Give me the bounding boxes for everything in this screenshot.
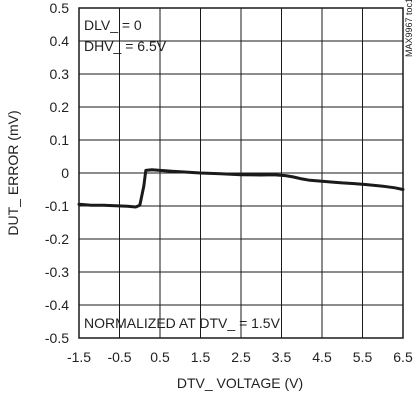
y-tick-label: -0.4: [45, 297, 69, 313]
x-axis-title: DTV_ VOLTAGE (V): [177, 375, 303, 391]
tick-labels: -1.5 -0.5 0.5 1.5 2.5 3.5 4.5 5.5 6.5 0.5 0.4 0.3 0.…: [45, 0, 413, 365]
annotation-normalized: NORMALIZED AT DTV_ = 1.5V: [84, 315, 281, 331]
x-tick-label: -1.5: [67, 349, 91, 365]
conditions-annotation: DLV_ = 0 DHV_ = 6.5V: [84, 17, 167, 54]
grid: [79, 8, 403, 338]
y-tick-label: -0.5: [45, 330, 69, 346]
x-tick-label: 0.5: [150, 349, 170, 365]
y-tick-label: 0.2: [50, 99, 70, 115]
y-tick-label: 0.1: [50, 132, 70, 148]
x-tick-label: 4.5: [312, 349, 332, 365]
x-tick-label: 3.5: [272, 349, 292, 365]
y-tick-label: -0.3: [45, 264, 69, 280]
annotation-dhv: DHV_ = 6.5V: [84, 38, 167, 54]
y-tick-label: 0.5: [50, 0, 70, 16]
x-tick-label: -0.5: [107, 349, 131, 365]
part-code-label: MAX9967 toc15: [404, 0, 414, 57]
y-tick-label: -0.2: [45, 231, 69, 247]
y-tick-label: -0.1: [45, 198, 69, 214]
y-tick-label: 0.4: [50, 33, 70, 49]
y-tick-label: 0.3: [50, 66, 70, 82]
plot-frame: [78, 7, 404, 339]
annotation-dlv: DLV_ = 0: [84, 17, 142, 33]
y-axis-title: DUT_ ERROR (mV): [5, 110, 21, 235]
x-tick-label: 6.5: [393, 349, 413, 365]
y-tick-label: 0: [61, 165, 69, 181]
x-tick-label: 5.5: [353, 349, 373, 365]
series-line: [77, 168, 405, 209]
x-tick-label: 1.5: [191, 349, 211, 365]
x-tick-label: 2.5: [231, 349, 251, 365]
